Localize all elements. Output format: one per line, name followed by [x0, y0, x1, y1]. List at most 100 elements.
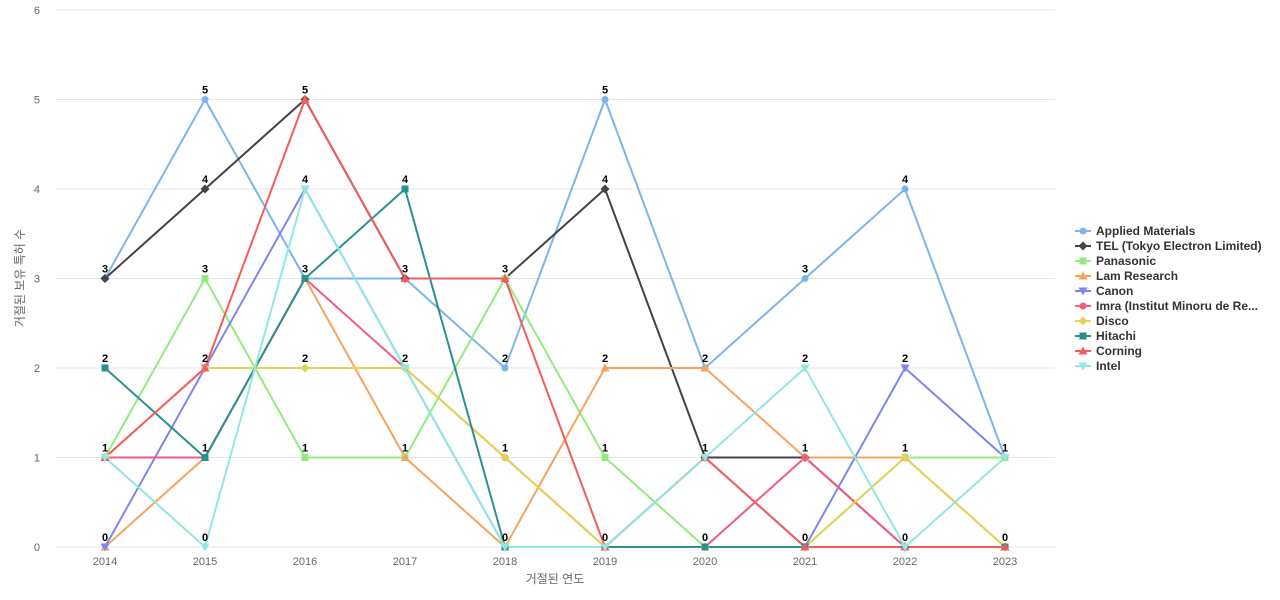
series-markers [100, 95, 1010, 552]
legend-marker [1078, 362, 1088, 371]
legend-label: Lam Research [1096, 269, 1178, 283]
data-label: 4 [902, 174, 909, 186]
legend-item[interactable]: Panasonic [1075, 254, 1156, 268]
x-tick-label: 2014 [93, 556, 117, 568]
data-label: 1 [202, 443, 208, 455]
legend-item[interactable]: Corning [1075, 344, 1142, 358]
data-point [600, 184, 610, 194]
data-point [700, 363, 710, 372]
y-tick-label: 5 [34, 95, 40, 107]
data-point [201, 96, 209, 103]
data-point [200, 184, 210, 194]
legend-marker [1078, 346, 1088, 355]
legend-item[interactable]: TEL (Tokyo Electron Limited) [1075, 239, 1262, 253]
data-point [601, 454, 609, 461]
data-point [800, 364, 810, 373]
data-label: 0 [202, 532, 208, 544]
y-tick-label: 3 [34, 274, 40, 286]
data-label: 0 [102, 532, 108, 544]
data-label: 5 [202, 85, 208, 97]
legend-label: Disco [1096, 314, 1129, 328]
data-point [300, 363, 310, 373]
data-point [600, 543, 610, 552]
data-label: 3 [302, 264, 308, 276]
data-label: 3 [102, 264, 108, 276]
data-label: 3 [802, 264, 808, 276]
y-axis-title: 거절된 보유 특허 수 [13, 229, 27, 327]
legend-item[interactable]: Canon [1075, 284, 1133, 298]
legend-marker [1078, 271, 1088, 280]
data-label: 2 [402, 353, 408, 365]
data-point [801, 454, 809, 461]
legend-marker [1079, 257, 1087, 265]
x-axis-ticks: 2014 2015 2016 2017 2018 2019 2020 2021 2022 2023 [93, 556, 1017, 568]
data-label: 2 [902, 353, 908, 365]
legend-label: Panasonic [1096, 254, 1156, 268]
y-tick-label: 6 [34, 5, 40, 17]
data-point [400, 453, 410, 461]
data-label: 0 [702, 532, 708, 544]
series-lines [104, 98, 1006, 548]
data-label: 1 [902, 443, 908, 455]
data-label: 4 [402, 174, 409, 186]
x-tick-label: 2019 [593, 556, 617, 568]
series-line-8 [104, 98, 1005, 548]
x-tick-label: 2021 [793, 556, 817, 568]
legend-item[interactable]: Disco [1075, 314, 1129, 328]
legend-item[interactable]: Applied Materials [1075, 224, 1196, 238]
legend-marker [1079, 302, 1087, 310]
x-tick-label: 2023 [993, 556, 1017, 568]
legend-marker [1078, 241, 1088, 251]
legend-label: Applied Materials [1096, 224, 1196, 238]
data-point [100, 454, 110, 462]
data-label: 1 [802, 443, 808, 455]
data-label: 0 [1002, 532, 1008, 544]
legend-label: Imra (Institut Minoru de Re... [1096, 299, 1258, 313]
data-point [301, 275, 309, 282]
data-point [100, 543, 110, 552]
data-point [200, 363, 210, 372]
legend-item[interactable]: Intel [1075, 359, 1121, 373]
x-tick-label: 2015 [193, 556, 217, 568]
data-point [701, 543, 709, 551]
data-label: 1 [1002, 443, 1008, 455]
data-label: 3 [202, 264, 208, 276]
data-label: 1 [502, 443, 508, 455]
data-point [501, 364, 509, 372]
data-point [900, 453, 910, 462]
data-label: 0 [902, 532, 908, 544]
data-label: 2 [602, 353, 608, 365]
x-tick-label: 2017 [393, 556, 417, 568]
data-point [400, 274, 410, 282]
legend-item[interactable]: Lam Research [1075, 269, 1178, 283]
legend-marker [1078, 287, 1088, 296]
x-tick-label: 2018 [493, 556, 517, 568]
data-point [1000, 454, 1010, 462]
data-point [600, 363, 610, 372]
data-label: 1 [102, 443, 108, 455]
data-labels: 3 2 1 0 5 4 3 2 1 0 5 4 3 2 1 4 3 2 1 3 2 1 0 5 4 2 1 0 2 1 0 3 2 1 0 4 2 1 0 1… [102, 85, 1008, 545]
legend-label: Corning [1096, 344, 1142, 358]
legend-label: Intel [1096, 359, 1121, 373]
data-label: 2 [102, 353, 108, 365]
data-label: 0 [802, 532, 808, 544]
data-point [900, 543, 910, 552]
data-point [201, 275, 209, 282]
data-label: 1 [702, 443, 708, 455]
data-label: 3 [502, 264, 508, 276]
data-label: 2 [202, 353, 208, 365]
data-point [601, 96, 609, 103]
y-tick-label: 0 [34, 542, 40, 554]
legend-item[interactable]: Imra (Institut Minoru de Re... [1075, 299, 1258, 313]
data-point [500, 543, 510, 552]
legend-item[interactable]: Hitachi [1075, 329, 1136, 343]
data-point [300, 95, 310, 103]
data-point [401, 185, 409, 193]
legend-label: TEL (Tokyo Electron Limited) [1096, 239, 1262, 253]
data-point [500, 453, 510, 462]
x-axis-title: 거절된 연도 [526, 572, 585, 586]
legend-marker [1078, 316, 1088, 326]
data-point [801, 275, 809, 282]
data-label: 1 [402, 443, 408, 455]
